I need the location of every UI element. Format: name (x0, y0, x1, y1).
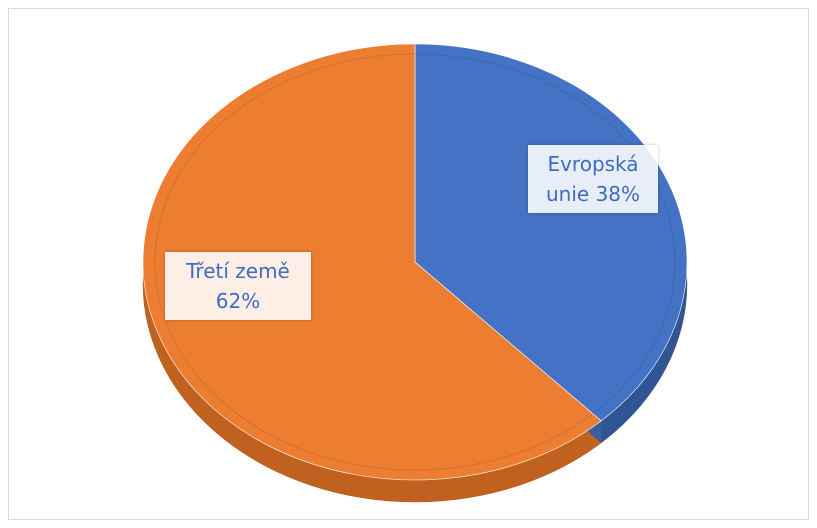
pie-slice (142, 43, 602, 481)
data-label: Evropská unie 38% (528, 145, 658, 213)
label-value: 62% (215, 289, 261, 313)
label-category: Třetí země (186, 259, 290, 283)
pie-slice (414, 43, 688, 422)
pie-rim (154, 53, 676, 471)
pie-side (601, 262, 687, 443)
data-label: Třetí země 62% (165, 252, 311, 320)
label-value: 38% (595, 182, 641, 206)
label-category: Evropská unie (545, 152, 639, 206)
